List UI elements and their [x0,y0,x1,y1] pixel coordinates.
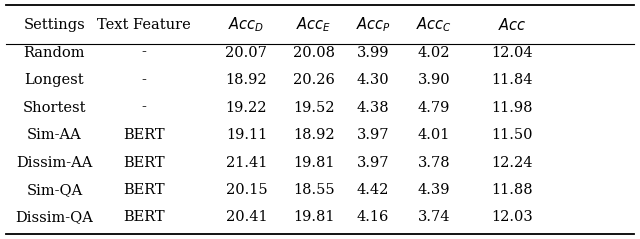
Text: $\mathit{Acc}$: $\mathit{Acc}$ [498,17,526,33]
Text: Longest: Longest [24,73,84,87]
Text: 20.41: 20.41 [225,211,268,224]
Text: 20.08: 20.08 [292,46,335,60]
Text: 4.38: 4.38 [357,101,389,114]
Text: 20.07: 20.07 [225,46,268,60]
Text: 4.79: 4.79 [418,101,450,114]
Text: 4.02: 4.02 [418,46,450,60]
Text: $\mathit{Acc}_P$: $\mathit{Acc}_P$ [356,16,390,34]
Text: 3.78: 3.78 [418,156,450,169]
Text: Dissim-AA: Dissim-AA [16,156,93,169]
Text: 18.92: 18.92 [225,73,268,87]
Text: 19.22: 19.22 [226,101,267,114]
Text: Dissim-QA: Dissim-QA [15,211,93,224]
Text: 12.24: 12.24 [492,156,532,169]
Text: BERT: BERT [123,156,165,169]
Text: 20.26: 20.26 [292,73,335,87]
Text: BERT: BERT [123,128,165,142]
Text: -: - [141,101,147,114]
Text: 12.04: 12.04 [491,46,533,60]
Text: 19.81: 19.81 [293,211,334,224]
Text: 18.55: 18.55 [292,183,335,197]
Text: 4.39: 4.39 [418,183,450,197]
Text: -: - [141,73,147,87]
Text: 4.30: 4.30 [357,73,389,87]
Text: 4.01: 4.01 [418,128,450,142]
Text: $\mathit{Acc}_C$: $\mathit{Acc}_C$ [416,16,452,34]
Text: 19.81: 19.81 [293,156,334,169]
Text: 11.50: 11.50 [492,128,532,142]
Text: 11.88: 11.88 [491,183,533,197]
Text: Sim-AA: Sim-AA [27,128,82,142]
Text: 11.84: 11.84 [492,73,532,87]
Text: 3.97: 3.97 [357,128,389,142]
Text: 19.52: 19.52 [293,101,334,114]
Text: $\mathit{Acc}_D$: $\mathit{Acc}_D$ [228,16,264,34]
Text: 4.16: 4.16 [357,211,389,224]
Text: Random: Random [24,46,85,60]
Text: 3.97: 3.97 [357,156,389,169]
Text: 4.42: 4.42 [357,183,389,197]
Text: 3.74: 3.74 [418,211,450,224]
Text: BERT: BERT [123,211,165,224]
Text: Shortest: Shortest [22,101,86,114]
Text: Text Feature: Text Feature [97,18,191,32]
Text: 20.15: 20.15 [225,183,268,197]
Text: -: - [141,46,147,60]
Text: 18.92: 18.92 [292,128,335,142]
Text: 19.11: 19.11 [226,128,267,142]
Text: 21.41: 21.41 [226,156,267,169]
Text: Settings: Settings [24,18,85,32]
Text: Sim-QA: Sim-QA [26,183,83,197]
Text: $\mathit{Acc}_E$: $\mathit{Acc}_E$ [296,16,332,34]
Text: 12.03: 12.03 [491,211,533,224]
Text: 11.98: 11.98 [492,101,532,114]
Text: BERT: BERT [123,183,165,197]
Text: 3.90: 3.90 [418,73,450,87]
Text: 3.99: 3.99 [357,46,389,60]
